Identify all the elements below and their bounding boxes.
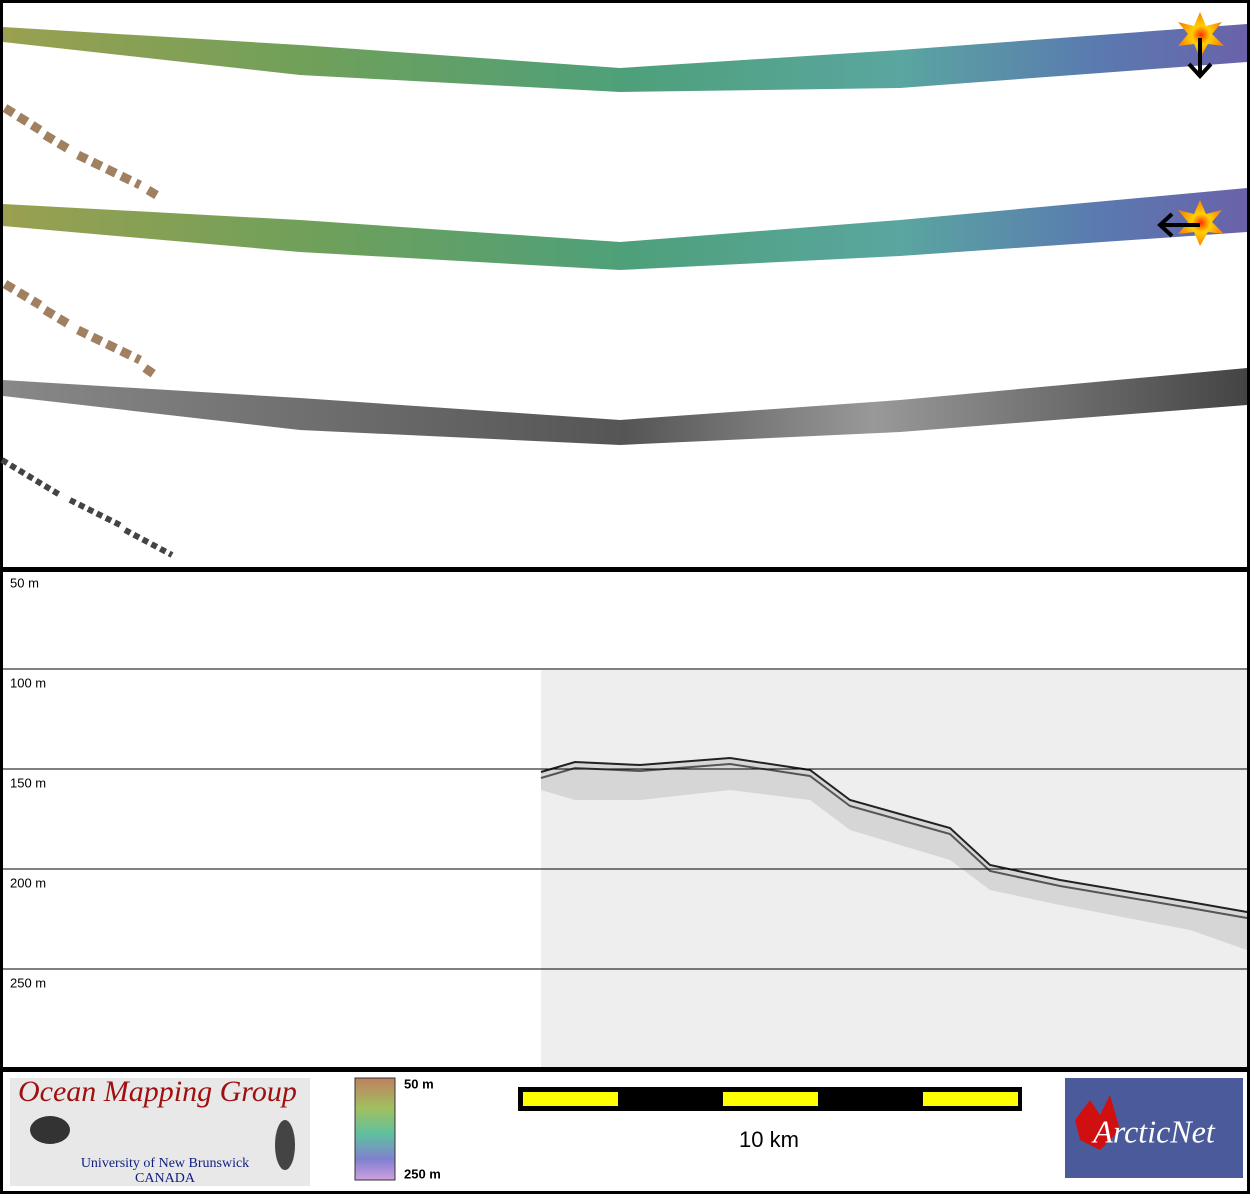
scale-segment xyxy=(723,1092,818,1106)
swath-fragments xyxy=(2,280,158,379)
logo-title: Ocean Mapping Group xyxy=(18,1075,297,1108)
swath-fragments xyxy=(2,104,161,200)
logo-graphic xyxy=(30,1116,70,1144)
backscatter-swath xyxy=(3,368,1247,445)
bathymetry-swath xyxy=(3,188,1247,270)
depth-label: 250 m xyxy=(10,975,46,990)
logo-country: CANADA xyxy=(135,1171,196,1186)
colorbar-label: 50 m xyxy=(404,1076,434,1091)
bathymetry-swath xyxy=(3,24,1247,92)
logo-university: University of New Brunswick xyxy=(81,1156,249,1171)
depth-label: 150 m xyxy=(10,775,46,790)
colorbar xyxy=(354,1077,396,1181)
map-panel xyxy=(0,0,1250,570)
start-marker xyxy=(1157,200,1224,246)
scale-label: 10 km xyxy=(739,1127,799,1152)
scale-segment xyxy=(923,1092,1018,1106)
start-marker xyxy=(1178,12,1224,79)
depth-label: 100 m xyxy=(10,675,46,690)
depth-grid: 50 m 100 m 150 m 200 m 250 m xyxy=(3,575,1247,990)
depth-label: 50 m xyxy=(10,575,39,590)
seafloor-echo xyxy=(540,762,1248,919)
subbottom xyxy=(541,758,1247,950)
scale-segment xyxy=(523,1092,618,1106)
colorbar-label: 250 m xyxy=(404,1166,441,1181)
partner-name: ArcticNet xyxy=(1091,1113,1216,1149)
swath-fragments xyxy=(0,457,174,558)
seafloor-profile xyxy=(540,756,1248,913)
maple-leaf xyxy=(1075,1095,1120,1150)
logo-graphic xyxy=(275,1120,295,1170)
depth-label: 200 m xyxy=(10,875,46,890)
